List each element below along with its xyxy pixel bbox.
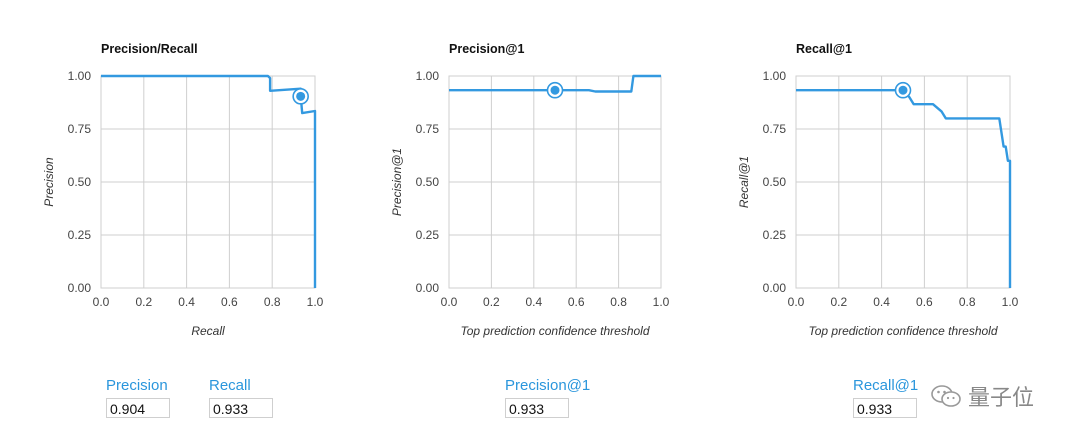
- precision-at1-y-tick-label: 0.75: [416, 122, 440, 136]
- recall-at1-title: Recall@1: [796, 42, 852, 56]
- recall-at1-x-axis-label: Top prediction confidence threshold: [808, 324, 997, 338]
- precision-at1-metric: Precision@1 0.933: [505, 377, 590, 418]
- precision-value-field[interactable]: 0.904: [106, 398, 170, 418]
- precision-recall-y-tick-label: 0.50: [68, 175, 92, 189]
- precision-at1-x-tick-label: 0.8: [610, 295, 627, 309]
- precision-at1-plot-frame: [448, 75, 662, 289]
- precision-at1-label: Precision@1: [505, 377, 591, 394]
- precision-at1-y-axis-label: Precision@1: [390, 148, 404, 216]
- precision-at1-y-tick-label: 0.00: [416, 281, 440, 295]
- precision-recall-y-tick-label: 0.25: [68, 228, 92, 242]
- recall-at1-y-tick-label: 0.75: [763, 122, 787, 136]
- recall-at1-y-tick-label: 0.25: [763, 228, 787, 242]
- precision-recall-x-axis-label: Recall: [191, 324, 225, 338]
- precision-at1-threshold-marker-dot: [550, 85, 560, 95]
- precision-recall-x-tick-label: 0.2: [135, 295, 152, 309]
- recall-at1-y-axis-label: Recall@1: [737, 156, 751, 208]
- recall-at1-y-tick-label: 0.00: [763, 281, 787, 295]
- recall-label: Recall: [209, 377, 251, 394]
- precision-recall-threshold-marker-dot: [296, 91, 306, 101]
- watermark: 量子位: [930, 380, 1034, 412]
- precision-at1-x-tick-label: 0.6: [568, 295, 585, 309]
- recall-at1-x-tick-label: 0.2: [830, 295, 847, 309]
- precision-recall-x-tick-label: 0.6: [221, 295, 238, 309]
- precision-at1-y-tick-label: 0.50: [416, 175, 440, 189]
- precision-at1-x-tick-label: 0.0: [441, 295, 458, 309]
- recall-at1-x-tick-label: 1.0: [1002, 295, 1019, 309]
- recall-metric: Recall 0.933: [209, 377, 273, 418]
- recall-at1-x-tick-label: 0.4: [873, 295, 890, 309]
- wechat-icon: [931, 385, 961, 407]
- precision-at1-value-field[interactable]: 0.933: [505, 398, 569, 418]
- recall-at1-metric: Recall@1 0.933: [853, 377, 918, 418]
- precision-recall-x-tick-label: 0.0: [93, 295, 110, 309]
- precision-recall-y-tick-label: 0.75: [68, 122, 92, 136]
- recall-value-field[interactable]: 0.933: [209, 398, 273, 418]
- precision-recall-y-tick-label: 1.00: [68, 69, 92, 83]
- precision-recall-y-axis-label: Precision: [42, 157, 56, 207]
- recall-at1-y-tick-label: 1.00: [763, 69, 787, 83]
- precision-at1-y-tick-label: 0.25: [416, 228, 440, 242]
- precision-recall-y-tick-label: 0.00: [68, 281, 92, 295]
- precision-label: Precision: [106, 377, 168, 394]
- precision-at1-x-tick-label: 0.2: [483, 295, 500, 309]
- precision-recall-x-tick-label: 0.8: [264, 295, 281, 309]
- precision-recall-x-tick-label: 1.0: [307, 295, 324, 309]
- recall-at1-threshold-marker-dot: [898, 85, 908, 95]
- precision-at1-y-tick-label: 1.00: [416, 69, 440, 83]
- precision-at1-x-axis-label: Top prediction confidence threshold: [460, 324, 649, 338]
- precision-recall-title: Precision/Recall: [101, 42, 198, 56]
- precision-at1-title: Precision@1: [449, 42, 524, 56]
- precision-at1-x-tick-label: 1.0: [653, 295, 670, 309]
- recall-at1-x-tick-label: 0.0: [788, 295, 805, 309]
- recall-at1-y-tick-label: 0.50: [763, 175, 787, 189]
- precision-at1-series-line: [449, 74, 661, 93]
- recall-at1-series-line: [796, 88, 1012, 288]
- precision-metric: Precision 0.904: [106, 377, 170, 418]
- recall-at1-label: Recall@1: [853, 377, 919, 394]
- recall-at1-value-field[interactable]: 0.933: [853, 398, 917, 418]
- watermark-text: 量子位: [968, 386, 1035, 411]
- precision-at1-x-tick-label: 0.4: [525, 295, 542, 309]
- recall-at1-x-tick-label: 0.6: [916, 295, 933, 309]
- recall-at1-x-tick-label: 0.8: [959, 295, 976, 309]
- precision-recall-x-tick-label: 0.4: [178, 295, 195, 309]
